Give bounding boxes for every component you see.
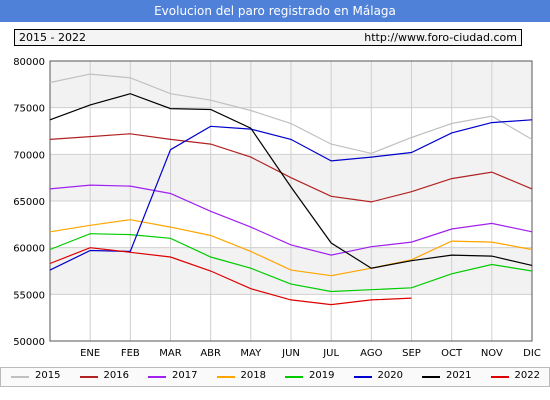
legend-swatch <box>490 376 509 378</box>
source-url[interactable]: http://www.foro-ciudad.com <box>364 31 517 44</box>
x-tick-label: AGO <box>360 348 382 359</box>
legend-label: 2017 <box>172 370 198 381</box>
y-tick-label: 55000 <box>13 290 45 301</box>
x-tick-label: ENE <box>80 348 100 359</box>
legend-label: 2022 <box>514 370 540 381</box>
x-tick-label: JUL <box>322 348 339 359</box>
y-tick-label: 60000 <box>13 244 45 255</box>
legend-swatch <box>422 376 440 378</box>
legend-swatch <box>285 376 303 378</box>
x-tick-labels: ENE FEB MAR ABR MAY JUN JUL AGO SEP OCT NOV DIC <box>80 348 541 359</box>
chart-title: Evolucion del paro registrado en Málaga <box>0 0 550 22</box>
series-line-2018 <box>49 219 533 277</box>
legend-label: 2015 <box>35 370 61 381</box>
legend-swatch <box>216 376 235 378</box>
y-tick-label: 65000 <box>13 197 45 208</box>
legend-swatch <box>11 376 29 378</box>
x-tick-label: MAR <box>159 348 181 359</box>
legend-swatch <box>79 376 98 378</box>
series-line-2019 <box>49 233 533 293</box>
series-line-2020 <box>49 119 533 271</box>
legend: 2015 2016 2017 2018 2019 2020 2021 2022 <box>0 367 550 387</box>
y-tick-label: 70000 <box>13 150 45 161</box>
x-tick-label: FEB <box>121 348 140 359</box>
x-tick-label: NOV <box>481 348 503 359</box>
x-tick-label: MAY <box>240 348 262 359</box>
series-line-2016 <box>49 133 533 203</box>
y-tick-label: 50000 <box>13 337 45 348</box>
legend-swatch <box>353 376 372 378</box>
legend-swatch <box>148 376 166 378</box>
series-lines <box>49 73 533 306</box>
legend-label: 2019 <box>309 370 335 381</box>
legend-label: 2021 <box>446 370 472 381</box>
plot-frame <box>49 60 533 342</box>
x-tick-label: OCT <box>441 348 463 359</box>
series-line-2021 <box>49 93 533 269</box>
series-line-2017 <box>49 184 533 256</box>
legend-label: 2016 <box>103 370 129 381</box>
x-tick-label: SEP <box>402 348 421 359</box>
legend-label: 2020 <box>377 370 403 381</box>
y-tick-label: 80000 <box>13 57 45 68</box>
date-range: 2015 - 2022 <box>19 31 86 44</box>
x-tick-label: JUN <box>281 348 300 359</box>
legend-label: 2018 <box>240 370 266 381</box>
x-tick-label: ABR <box>200 348 221 359</box>
y-tick-label: 75000 <box>13 104 45 115</box>
series-line-2022 <box>49 247 412 306</box>
info-box: 2015 - 2022 http://www.foro-ciudad.com <box>14 29 522 46</box>
x-tick-label: DIC <box>523 348 541 359</box>
y-tick-labels: 50000 55000 60000 65000 70000 75000 80000 <box>13 57 45 348</box>
series-line-2015 <box>49 73 533 155</box>
